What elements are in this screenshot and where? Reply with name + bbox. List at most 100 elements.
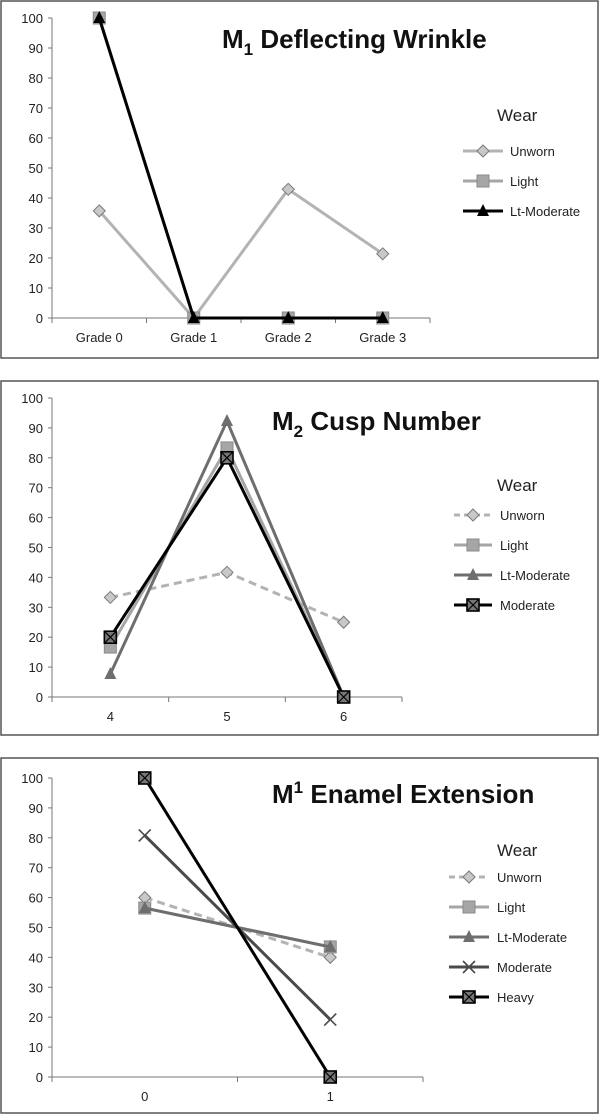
point-lt-moderate-1: [187, 311, 200, 323]
legend-marker: [477, 204, 489, 216]
point-heavy-0-cross: [138, 771, 152, 785]
y-tick-label: 20: [29, 1010, 43, 1025]
series-line-lt-moderate: [97, 17, 383, 320]
legend-marker: [476, 174, 490, 188]
legend-label: Lt-Moderate: [510, 204, 580, 219]
x-tick-label: Grade 0: [76, 330, 123, 345]
legend-title: Wear: [497, 476, 538, 495]
y-tick-label: 50: [29, 921, 43, 936]
point-unworn-2: [281, 182, 295, 197]
point-lt-moderate-0: [93, 11, 106, 23]
point-moderate-2-cross: [337, 690, 351, 704]
x-tick-label: 4: [107, 709, 114, 724]
legend-title: Wear: [497, 841, 538, 860]
x-tick-label: 5: [223, 709, 230, 724]
y-tick-label: 40: [29, 570, 43, 585]
legend-label: Light: [500, 538, 529, 553]
y-tick-label: 80: [29, 451, 43, 466]
legend-marker: [467, 568, 479, 580]
point-lt-moderate-1: [324, 939, 337, 952]
x-tick-label: Grade 3: [359, 330, 406, 345]
legend-marker-cross: [466, 598, 480, 612]
legend-marker: [463, 930, 475, 942]
legend-marker: [466, 538, 480, 552]
chart-panel-1: 0 10 20 30 40 50 60 70 80 90 100 Grade 0 Grade 1 Grad…: [0, 0, 599, 359]
y-tick-label: 60: [29, 891, 43, 906]
chart-frame: [0, 380, 599, 736]
legend-marker-cross: [462, 990, 476, 1004]
series-moderate: [103, 450, 351, 704]
legend-title: Wear: [497, 106, 538, 125]
series-line-heavy: [143, 777, 332, 1078]
legend-marker: [466, 508, 480, 522]
point-moderate-0-cross: [103, 630, 117, 644]
legend-label: Unworn: [497, 870, 542, 885]
legend: Wear Unworn Light Lt-Moderate Moderate Heavy: [449, 841, 567, 1005]
y-tick-label: 40: [29, 191, 43, 206]
y-tick-label: 40: [29, 950, 43, 965]
legend-label: Unworn: [500, 508, 545, 523]
y-tick-label: 10: [29, 660, 43, 675]
chart-panel-2: 0 10 20 30 40 50 60 70 80 90 100 4 5 6 M2 Cusp Number W…: [0, 380, 599, 736]
point-moderate-1-cross: [220, 451, 234, 465]
chart-frame: [0, 0, 599, 359]
chart-title: M1 Deflecting Wrinkle: [222, 24, 487, 59]
series-lt-moderate: [93, 11, 389, 323]
y-tick-label: 90: [29, 801, 43, 816]
chart-title: M2 Cusp Number: [272, 406, 481, 441]
legend-label: Lt-Moderate: [500, 568, 570, 583]
y-tick-label: 60: [29, 131, 43, 146]
legend-label: Light: [497, 900, 526, 915]
point-moderate-1: [323, 1013, 337, 1027]
legend-label: Unworn: [510, 144, 555, 159]
x-tick-label: 1: [327, 1089, 334, 1104]
legend-marker: [462, 900, 476, 914]
chart-title: M1 Enamel Extension: [272, 778, 534, 809]
chart-frame: [0, 757, 599, 1114]
x-tick-label: Grade 1: [170, 330, 217, 345]
y-tick-label: 20: [29, 251, 43, 266]
y-tick-label: 0: [36, 311, 43, 326]
y-tick-label: 30: [29, 600, 43, 615]
point-unworn-0: [103, 590, 118, 605]
chart-panel-3: 0 10 20 30 40 50 60 70 80 90 100 0 1 M1 Enamel Extens…: [0, 757, 599, 1114]
series-heavy: [137, 771, 338, 1084]
point-lt-moderate-0: [104, 666, 117, 679]
point-unworn-1: [323, 950, 337, 965]
legend: Wear Unworn Light Lt-Moderate Moderate: [454, 476, 570, 613]
legend-marker: [476, 144, 490, 158]
y-tick-label: 60: [29, 511, 43, 526]
point-lt-moderate-3: [376, 311, 389, 323]
x-tick-label: 6: [340, 709, 347, 724]
point-unworn-2: [336, 615, 351, 629]
point-unworn-1: [220, 565, 234, 580]
y-tick-label: 70: [29, 481, 43, 496]
y-tick-label: 0: [36, 1070, 43, 1085]
legend-marker: [462, 960, 476, 974]
y-tick-label: 100: [21, 391, 43, 406]
legend: Wear Unworn Light Lt-Moderate: [463, 106, 580, 219]
point-lt-moderate-2: [282, 311, 295, 323]
y-tick-label: 100: [21, 11, 43, 26]
y-tick-label: 50: [29, 541, 43, 556]
y-tick-label: 100: [21, 771, 43, 786]
point-lt-moderate-0: [138, 901, 151, 914]
x-tick-label: 0: [141, 1089, 148, 1104]
x-tick-label: Grade 2: [265, 330, 312, 345]
series-line-unworn: [98, 187, 384, 320]
legend-label: Light: [510, 174, 539, 189]
y-tick-label: 70: [29, 861, 43, 876]
y-tick-label: 80: [29, 71, 43, 86]
legend-label: Heavy: [497, 990, 534, 1005]
point-unworn-0: [92, 204, 106, 218]
point-moderate-0: [138, 828, 152, 842]
y-tick-label: 20: [29, 630, 43, 645]
legend-marker: [462, 870, 476, 884]
y-tick-label: 30: [29, 221, 43, 236]
y-tick-label: 90: [29, 41, 43, 56]
legend-label: Moderate: [497, 960, 552, 975]
y-tick-label: 30: [29, 980, 43, 995]
y-tick-label: 10: [29, 281, 43, 296]
point-lt-moderate-1: [221, 414, 233, 427]
